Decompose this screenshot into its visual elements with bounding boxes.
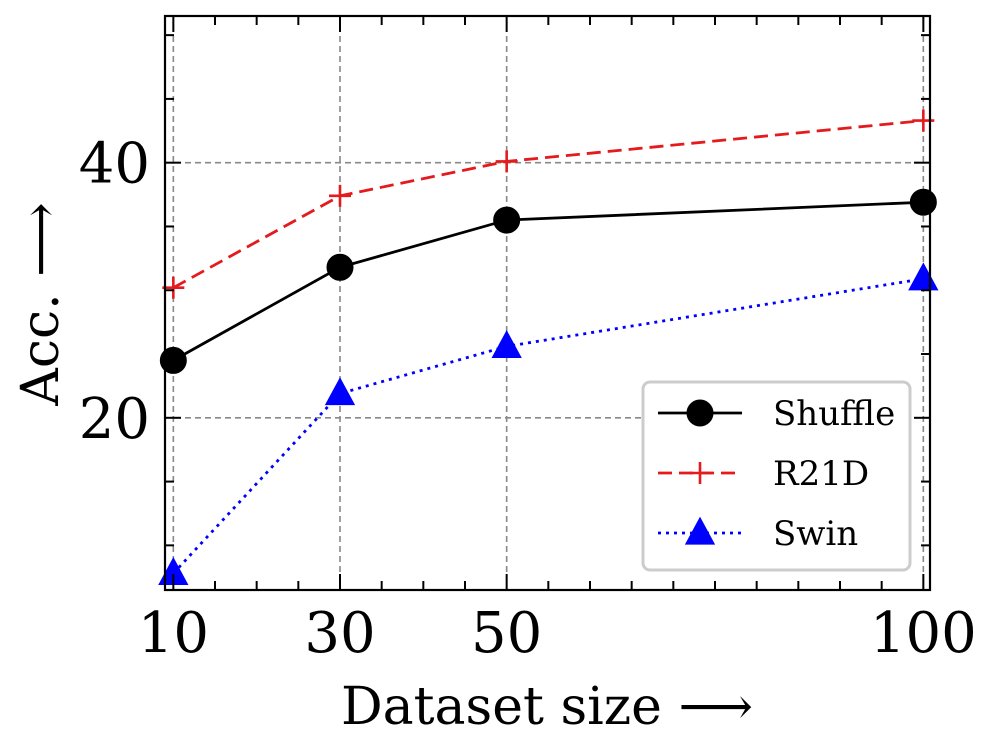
legend-marker-swin (684, 516, 716, 545)
legend-label-shuffle: Shuffle (773, 394, 895, 434)
y-tick-label: 40 (79, 132, 150, 197)
series-r21d (162, 109, 935, 299)
x-tick-label: 30 (304, 601, 375, 666)
legend-marker-shuffle (686, 399, 714, 427)
x-tick-label: 100 (870, 601, 977, 666)
data-point-swin (324, 377, 356, 406)
x-tick-label: 50 (471, 601, 542, 666)
x-axis-label: Dataset size ⟶ (341, 677, 753, 737)
data-point-r21d (329, 184, 351, 207)
data-point-shuffle (909, 188, 937, 216)
legend-label-swin: Swin (773, 514, 858, 554)
series-line-shuffle (172, 200, 924, 362)
data-point-swin (908, 262, 939, 291)
legend-item-shuffle: Shuffle (658, 394, 895, 434)
legend-item-r21d: R21D (658, 454, 869, 494)
legend-item-swin: Swin (658, 514, 858, 554)
legend-marker-r21d (689, 462, 711, 484)
data-point-r21d (495, 150, 518, 173)
ticks (165, 16, 930, 590)
legend-label-r21d: R21D (773, 454, 869, 494)
tick-labels: 10 30 50 100 20 40 (79, 132, 977, 666)
series-line-r21d (172, 119, 924, 289)
data-point-swin (491, 330, 522, 358)
data-point-shuffle (493, 206, 521, 234)
x-tick-label: 10 (138, 601, 209, 666)
y-axis-label: Acc. ⟶ (11, 202, 71, 406)
y-tick-label: 20 (79, 387, 150, 452)
series-shuffle (159, 188, 937, 374)
data-point-shuffle (326, 253, 354, 281)
legend-box (641, 380, 912, 572)
series-swin (158, 262, 939, 586)
legend: Shuffle R21D Swin (641, 380, 912, 572)
series-line-swin (172, 277, 924, 575)
